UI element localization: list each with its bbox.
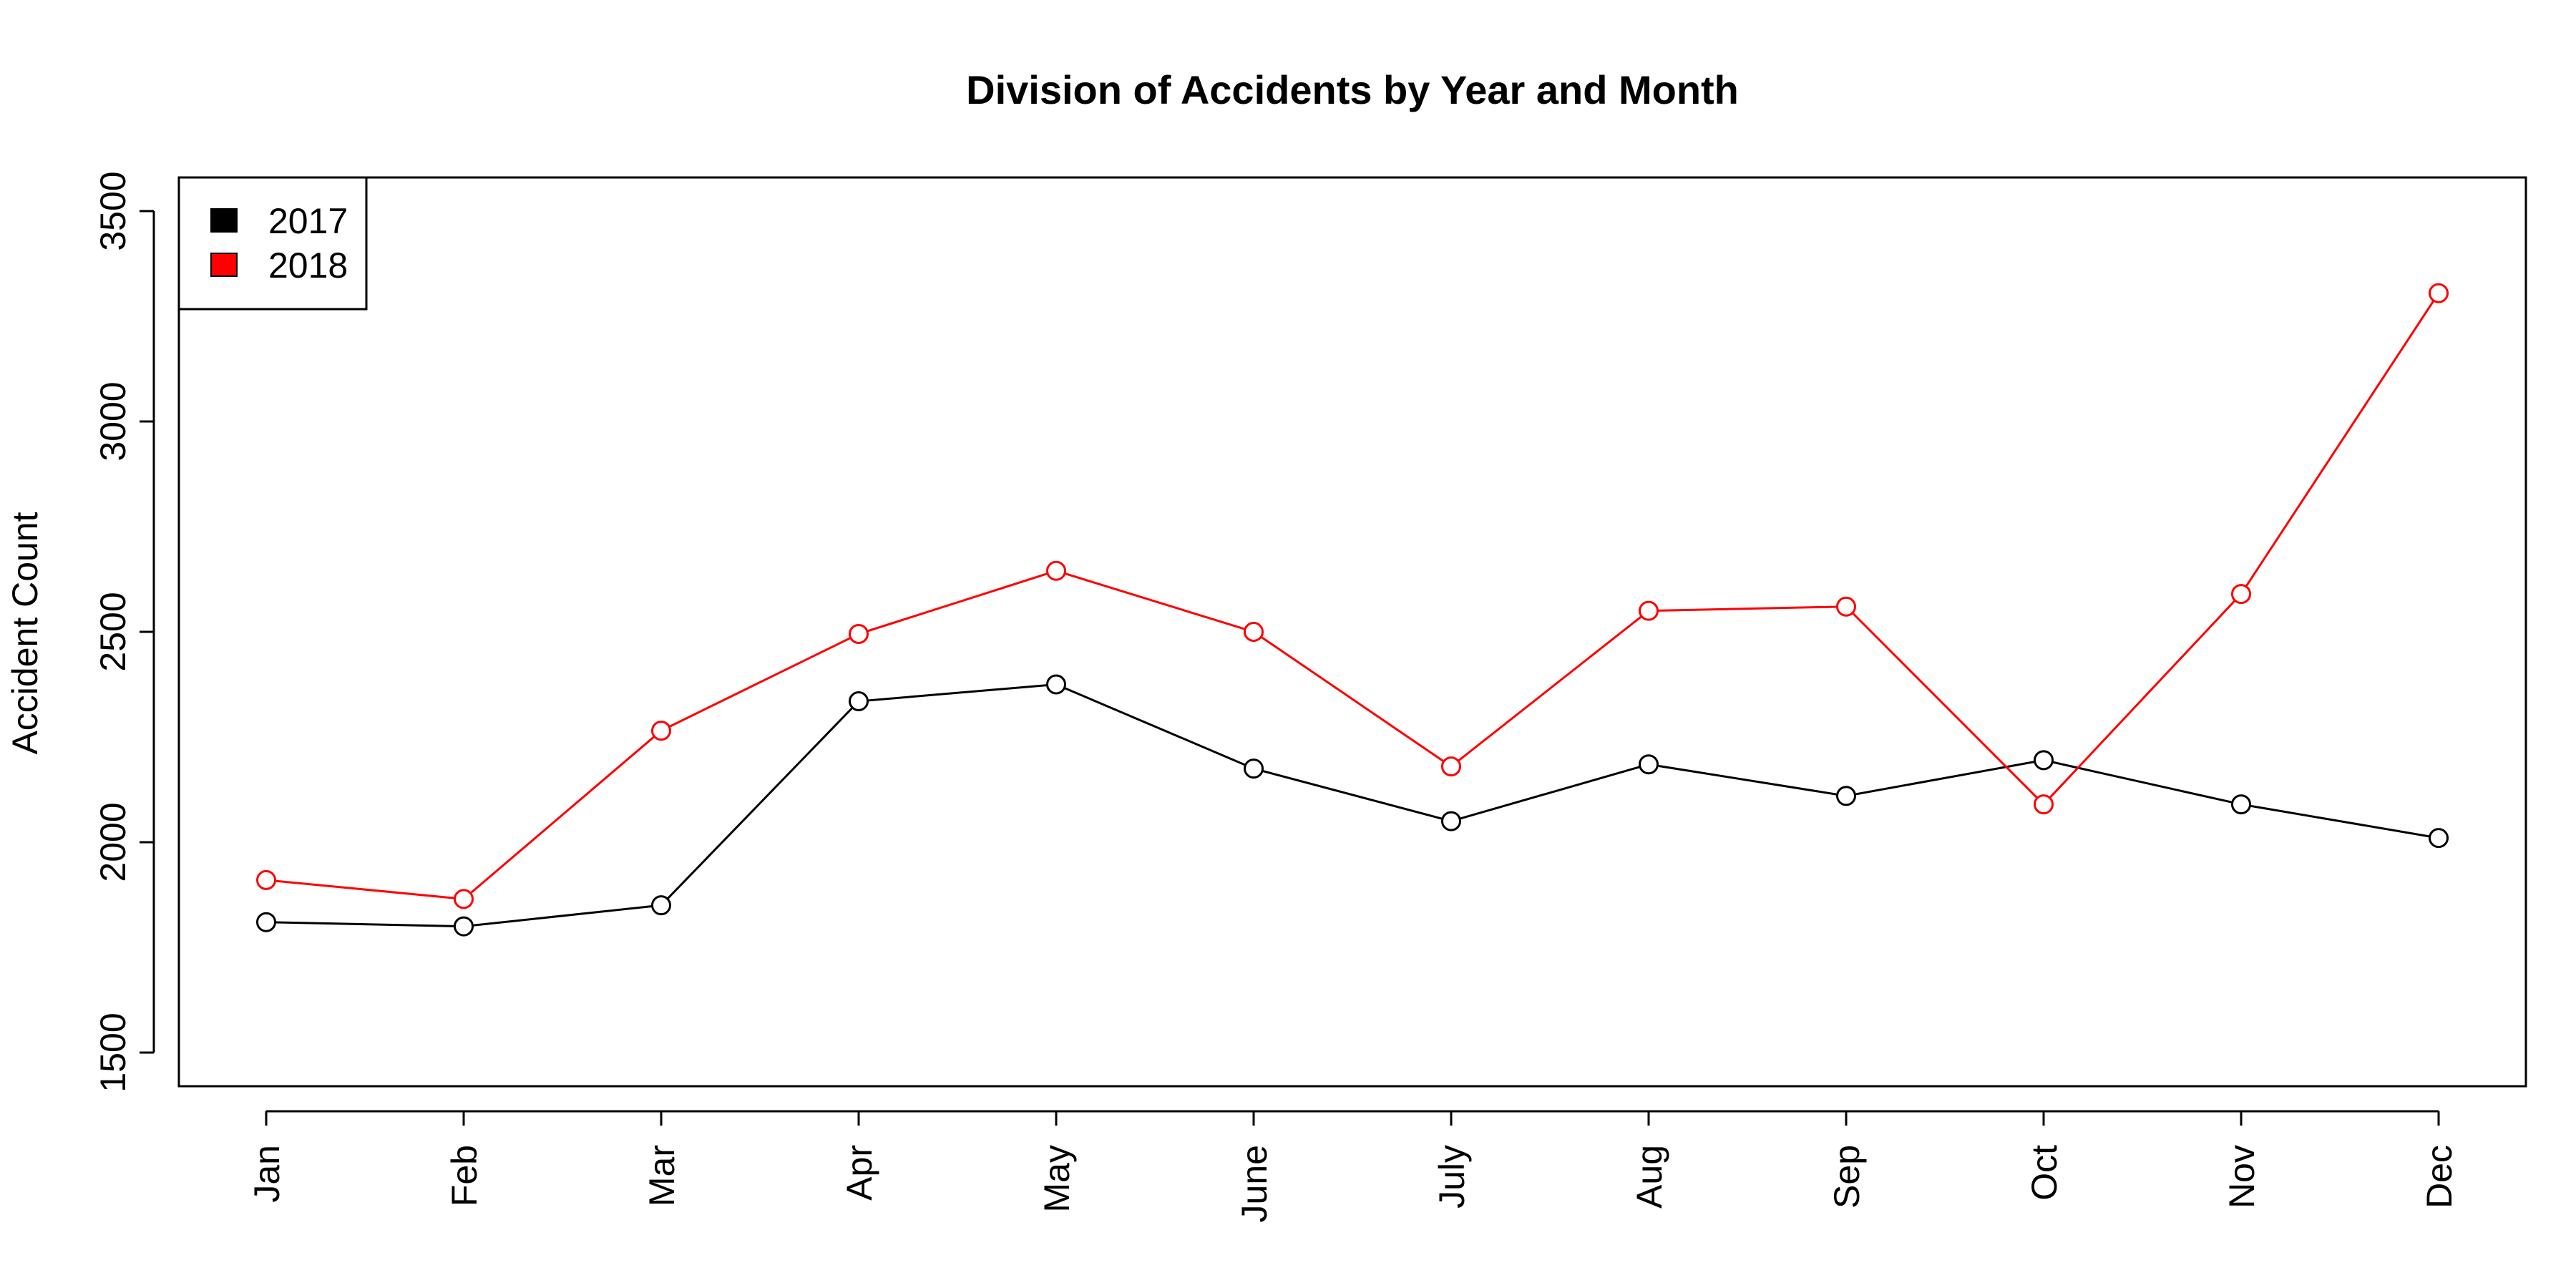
series-layer	[256, 283, 2449, 937]
x-tick-label: Mar	[642, 1145, 682, 1206]
y-axis: 1500 2000 2500 3000 3500	[93, 171, 155, 1093]
legend-swatch	[210, 253, 238, 277]
data-point	[1836, 596, 1856, 617]
x-tick-label: Nov	[2222, 1145, 2262, 1209]
data-point	[454, 916, 474, 937]
x-tick-label: May	[1037, 1145, 1077, 1212]
legend-swatch	[210, 208, 238, 233]
series-line	[265, 683, 2439, 928]
data-point	[1046, 674, 1066, 695]
data-point	[2231, 584, 2251, 605]
data-point	[849, 623, 869, 644]
data-point	[454, 889, 474, 909]
x-tick-label: Feb	[444, 1145, 484, 1206]
y-tick-label: 3500	[93, 171, 133, 250]
y-tick-label: 2500	[93, 592, 133, 671]
x-axis: Jan Feb Mar Apr May June July Aug Sep Oct Nov Dec	[247, 1110, 2459, 1222]
data-point	[1639, 754, 1659, 775]
data-point	[1639, 600, 1659, 621]
y-axis-title: Accident Count	[5, 512, 45, 754]
x-tick-label: July	[1432, 1145, 1472, 1209]
y-tick-label: 3000	[93, 381, 133, 461]
data-point	[849, 691, 869, 712]
legend-label: 2018	[268, 245, 348, 286]
x-tick-label: Dec	[2419, 1145, 2459, 1209]
x-tick-label: Sep	[1827, 1145, 1867, 1209]
series-2017	[256, 674, 2449, 937]
data-point	[1441, 756, 1461, 777]
data-point	[2034, 794, 2054, 815]
data-point	[1836, 786, 1856, 806]
data-point	[256, 912, 276, 932]
series-line	[265, 292, 2440, 900]
data-point	[2429, 828, 2449, 849]
chart-title: Division of Accidents by Year and Month	[966, 67, 1739, 112]
data-point	[2429, 283, 2449, 303]
series-2018	[256, 283, 2449, 909]
x-tick-label: Jan	[247, 1145, 287, 1203]
data-point	[1244, 622, 1264, 642]
data-point	[1046, 560, 1066, 581]
y-tick-label: 2000	[93, 802, 133, 882]
legend-box	[177, 176, 368, 311]
data-point	[2034, 750, 2054, 771]
data-point	[1441, 811, 1461, 831]
plot-frame	[177, 176, 2527, 1088]
x-tick-label: June	[1234, 1145, 1274, 1222]
data-point	[1244, 758, 1264, 779]
y-tick-label: 1500	[93, 1013, 133, 1092]
legend-label: 2017	[268, 201, 348, 241]
data-point	[651, 895, 671, 916]
x-tick-label: Oct	[2024, 1145, 2064, 1201]
x-tick-label: Aug	[1629, 1145, 1669, 1209]
data-point	[2231, 794, 2251, 815]
data-point	[256, 869, 276, 890]
x-tick-label: Apr	[839, 1145, 879, 1201]
data-point	[651, 721, 671, 741]
